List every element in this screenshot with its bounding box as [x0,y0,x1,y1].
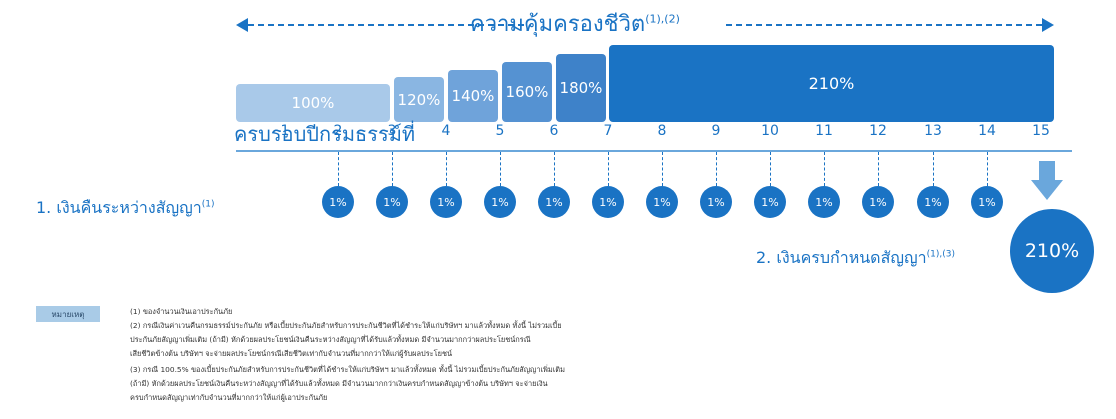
rebate-connector [878,152,879,186]
rebate-circle: 1% [538,186,570,218]
coverage-step-label: 180% [559,79,603,97]
coverage-step-140: 140% [448,70,498,122]
notes-badge: หมายเหตุ [36,306,100,322]
rebate-circle: 1% [971,186,1003,218]
coverage-step-label: 160% [505,83,549,101]
year-label: 5 [495,123,505,139]
coverage-step-label: 100% [291,94,335,112]
rebate-value: 1% [653,195,671,209]
rebate-label: 1. เงินคืนระหว่างสัญญา(1) [36,196,215,221]
coverage-step-100: 100% [236,84,390,122]
rebate-connector [770,152,771,186]
rebate-circle: 1% [754,186,786,218]
year-label: 4 [441,123,451,139]
rebate-connector [446,152,447,186]
coverage-step-120: 120% [394,77,444,122]
rebate-connector [338,152,339,186]
rebate-connector [987,152,988,186]
coverage-step-label: 120% [397,90,441,109]
rebate-value: 1% [437,195,455,209]
coverage-step-160: 160% [502,62,552,122]
year-label: 14 [978,123,996,139]
arrow-left-icon [236,18,248,32]
rebate-value: 1% [491,195,509,209]
coverage-title-text: ความคุ้มครองชีวิต [470,12,646,37]
rebate-circle: 1% [430,186,462,218]
maturity-label: 2. เงินครบกำหนดสัญญา(1),(3) [756,246,955,271]
rebate-value: 1% [599,195,617,209]
rebate-circle: 1% [484,186,516,218]
arrow-right-icon [1042,18,1054,32]
rebate-connector [554,152,555,186]
maturity-label-text: 2. เงินครบกำหนดสัญญา [756,248,927,267]
maturity-circle: 210% [1010,209,1094,293]
rebate-circle: 1% [376,186,408,218]
policy-year-label: ครบรอบปีกรมธรรม์ที่ [234,122,416,146]
note-line: (3) กรณี 100.5% ของเบี้ยประกันภัยสำหรับก… [130,365,565,374]
maturity-label-sup: (1),(3) [926,249,955,260]
note-line: (2) กรณีเงินค่าเวนคืนกรมธรรม์ประกันภัย ห… [130,321,562,330]
rebate-circle: 1% [322,186,354,218]
coverage-step-180: 180% [556,54,606,122]
note-line: (ถ้ามี) หักด้วยผลประโยชน์เงินคืนระหว่างส… [130,379,548,388]
year-label: 3 [387,123,397,139]
year-label: 8 [657,123,667,139]
coverage-step-label: 140% [451,87,495,105]
year-label: 15 [1032,123,1050,139]
coverage-step-label: 210% [808,74,855,93]
rebate-connector [608,152,609,186]
rebate-circle: 1% [700,186,732,218]
note-line: ประกันภัยสัญญาเพิ่มเติม (ถ้ามี) หักด้วยผ… [130,335,531,344]
rebate-circle: 1% [646,186,678,218]
year-label: 6 [549,123,559,139]
rebate-label-text: 1. เงินคืนระหว่างสัญญา [36,198,202,217]
rebate-circle: 1% [862,186,894,218]
maturity-value: 210% [1024,240,1080,262]
coverage-title-sup: (1),(2) [645,12,680,26]
coverage-arrow-line-left [248,24,524,26]
rebate-connector [933,152,934,186]
timeline-axis [236,150,1072,152]
rebate-value: 1% [924,195,942,209]
rebate-connector [824,152,825,186]
note-line: เสียชีวิตข้างต้น บริษัทฯ จะจ่ายผลประโยชน… [130,349,453,358]
arrow-down-icon [1039,161,1055,181]
rebate-value: 1% [869,195,887,209]
rebate-circle: 1% [592,186,624,218]
rebate-circle: 1% [808,186,840,218]
rebate-connector [392,152,393,186]
year-label: 2 [333,123,343,139]
rebate-value: 1% [545,195,563,209]
arrow-down-head-icon [1031,180,1063,200]
rebate-value: 1% [329,195,347,209]
note-line: (1) ของจำนวนเงินเอาประกันภัย [130,307,233,316]
coverage-title: ความคุ้มครองชีวิต(1),(2) [470,6,680,41]
year-label: 10 [761,123,779,139]
rebate-circle: 1% [917,186,949,218]
year-label: 9 [711,123,721,139]
year-label: 1 [280,123,290,139]
rebate-connector [716,152,717,186]
rebate-connector [662,152,663,186]
year-label: 11 [815,123,833,139]
rebate-value: 1% [383,195,401,209]
note-line: ครบกำหนดสัญญาเท่ากับจำนวนที่มากกว่าให้แก… [130,393,328,402]
rebate-value: 1% [761,195,779,209]
rebate-label-sup: (1) [201,199,215,210]
rebate-value: 1% [707,195,725,209]
rebate-value: 1% [815,195,833,209]
rebate-value: 1% [978,195,996,209]
year-label: 13 [924,123,942,139]
year-label: 12 [869,123,887,139]
coverage-arrow-line-right [726,24,1042,26]
rebate-connector [500,152,501,186]
year-label: 7 [603,123,613,139]
coverage-step-210: 210% [609,45,1054,122]
